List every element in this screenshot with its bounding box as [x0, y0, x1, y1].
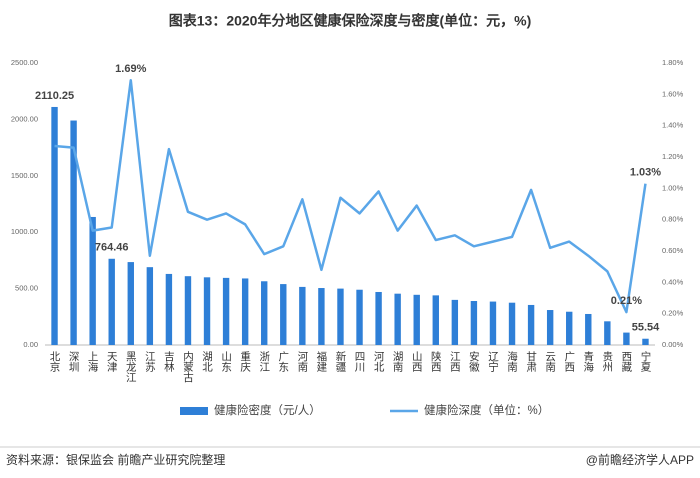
x-tick-label: 深圳: [68, 351, 80, 372]
data-label: 55.54: [632, 322, 660, 334]
x-tick-label: 福建: [315, 350, 327, 373]
bar: [337, 288, 344, 345]
x-tick-label: 内蒙古: [182, 350, 194, 383]
x-tick-label: 广东: [277, 351, 289, 372]
bar: [108, 258, 115, 345]
y2-tick-label: 0.20%: [662, 309, 684, 318]
y-tick-label: 0.00: [23, 340, 38, 349]
bar: [51, 106, 58, 345]
bar: [623, 332, 630, 345]
x-tick-label: 四川: [354, 351, 366, 372]
x-tick-label: 天津: [106, 351, 118, 373]
x-tick-label: 宁夏: [639, 350, 651, 372]
bar: [184, 276, 192, 345]
bar: [432, 295, 439, 345]
y2-tick-label: 1.60%: [662, 89, 684, 98]
x-tick-label: 吉林: [163, 351, 175, 373]
bar: [394, 293, 401, 345]
x-tick-label: 上海: [87, 351, 99, 373]
x-tick-label: 陕西: [430, 350, 442, 372]
legend-swatch: [180, 407, 208, 415]
x-tick-label: 浙江: [258, 351, 270, 372]
x-tick-label: 云南: [544, 351, 556, 372]
bar: [585, 313, 592, 345]
y2-tick-label: 0.00%: [662, 340, 684, 349]
bar: [604, 321, 611, 345]
x-tick-label: 辽宁: [487, 351, 499, 372]
x-tick-label: 江苏: [144, 351, 156, 373]
bar: [222, 277, 230, 345]
x-tick-label: 甘肃: [525, 350, 537, 373]
bar: [165, 273, 173, 345]
y-tick-label: 1500.00: [11, 171, 38, 180]
y-tick-label: 1000.00: [11, 227, 38, 236]
y2-tick-label: 0.80%: [662, 215, 684, 224]
x-tick-label: 山西: [411, 351, 423, 372]
x-tick-label: 新疆: [334, 350, 346, 373]
data-label: 0.21%: [611, 295, 642, 307]
data-label: 1.03%: [630, 167, 661, 179]
x-tick-label: 湖北: [201, 351, 213, 372]
y2-tick-label: 1.40%: [662, 121, 684, 130]
bar: [127, 262, 134, 345]
data-label: 2110.25: [35, 90, 74, 102]
bar: [642, 338, 649, 345]
bar: [203, 277, 211, 345]
bar: [413, 294, 420, 345]
bar: [527, 304, 535, 345]
bar: [566, 311, 573, 345]
x-tick-label: 黑龙江: [125, 351, 137, 383]
line: [54, 78, 647, 314]
credit: @前瞻经济学人APP: [586, 452, 694, 467]
data-label: 764.46: [95, 242, 129, 254]
y-tick-label: 500.00: [15, 284, 38, 293]
x-tick-label: 湖南: [392, 351, 404, 372]
bar: [261, 281, 268, 345]
y-tick-label: 2000.00: [11, 114, 38, 123]
y2-tick-label: 0.40%: [662, 277, 684, 286]
y2-tick-label: 0.60%: [662, 246, 684, 255]
bar: [89, 216, 96, 345]
x-tick-label: 贵州: [601, 350, 613, 372]
legend-label: 健康险密度（元/人）: [214, 403, 321, 417]
bar: [451, 299, 459, 345]
bar: [470, 301, 478, 345]
chart-title: 图表13：2020年分地区健康保险深度与密度(单位：元，%): [169, 13, 532, 29]
x-tick-label: 北京: [49, 351, 61, 373]
x-tick-label: 安徽: [468, 350, 480, 373]
x-tick-label: 西藏: [620, 351, 632, 373]
x-tick-label: 广西: [563, 351, 575, 372]
y2-tick-label: 1.20%: [662, 152, 684, 161]
x-tick-label: 青海: [582, 350, 594, 373]
bar: [70, 120, 77, 345]
bar: [280, 284, 287, 345]
x-tick-label: 海南: [506, 350, 518, 372]
x-tick-label: 山东: [220, 351, 232, 372]
y-tick-label: 2500.00: [11, 58, 38, 67]
bar: [356, 289, 363, 345]
source: 资料来源：银保监会 前瞻产业研究院整理: [6, 452, 225, 467]
y2-tick-label: 1.80%: [662, 58, 684, 67]
data-label: 1.69%: [115, 63, 146, 75]
bar: [375, 291, 382, 345]
x-tick-label: 河北: [373, 351, 385, 372]
bar: [489, 301, 497, 345]
legend-label: 健康险深度（单位：%）: [424, 403, 549, 417]
bar: [318, 288, 325, 345]
x-tick-label: 河南: [296, 351, 308, 372]
y2-tick-label: 1.00%: [662, 183, 684, 192]
bar: [299, 286, 306, 345]
bar: [508, 302, 516, 345]
bar: [241, 278, 249, 345]
x-tick-label: 江西: [449, 351, 461, 372]
bar: [146, 267, 154, 345]
bar: [546, 310, 554, 345]
x-tick-label: 重庆: [239, 350, 251, 373]
